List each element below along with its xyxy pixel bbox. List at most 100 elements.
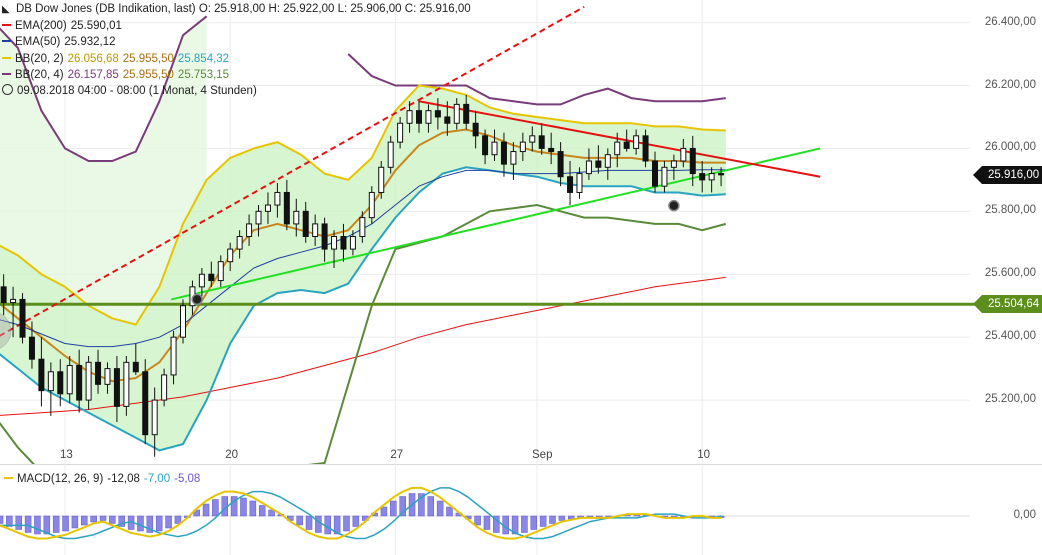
- candle: [397, 116, 404, 149]
- macd-histogram-bar: [15, 515, 22, 530]
- candle: [548, 132, 555, 165]
- candle: [708, 167, 715, 193]
- candle-body: [104, 368, 111, 385]
- candle-body: [321, 223, 328, 250]
- x-tick-label: Sep: [532, 449, 553, 461]
- candle: [95, 349, 102, 394]
- macd-histogram-bar: [474, 515, 481, 526]
- macd-histogram-bar: [511, 515, 519, 535]
- macd-histogram-bar: [380, 506, 388, 517]
- candle: [680, 138, 687, 168]
- candle-body: [208, 273, 215, 282]
- candle-body: [689, 147, 696, 175]
- candle-body: [274, 191, 281, 206]
- swatch-icon: [2, 72, 11, 75]
- header-row: ◣ DB Dow Jones (DB Indikation, last) O: 2…: [2, 1, 471, 18]
- candle: [198, 267, 205, 297]
- candle-body: [680, 147, 687, 162]
- candle: [491, 129, 498, 161]
- candle: [359, 211, 366, 243]
- candle-body: [340, 236, 347, 250]
- trendline: [418, 100, 821, 178]
- candle: [689, 135, 696, 187]
- macd-histogram-bar: [118, 515, 125, 527]
- candle-body: [368, 191, 375, 219]
- macd-histogram-bar: [427, 496, 435, 517]
- candle: [246, 214, 253, 246]
- candle: [255, 205, 262, 237]
- macd-histogram-bar: [418, 493, 425, 517]
- candle: [510, 142, 517, 180]
- candle-body: [491, 141, 498, 156]
- last-price-tag: 25.916,00: [972, 165, 1042, 184]
- candle-body: [217, 261, 224, 282]
- candle: [10, 286, 17, 338]
- macd-histogram-bar: [137, 515, 144, 532]
- candle-body: [633, 135, 640, 149]
- chart-icon: ◣: [2, 4, 10, 15]
- pivot-marker: [191, 293, 203, 306]
- legend-bb20-2[interactable]: BB(20, 2) 26.056,68 25.955,50 25.854,32: [2, 51, 471, 67]
- candle-body: [557, 151, 564, 178]
- candle-body: [529, 135, 536, 143]
- candle-body: [567, 176, 574, 193]
- candle-body: [66, 364, 73, 395]
- candle: [519, 132, 526, 161]
- macd-histogram-bar: [333, 515, 341, 535]
- trendline: [0, 5, 585, 337]
- candle-body: [378, 166, 385, 193]
- candle: [142, 359, 149, 445]
- candle: [444, 101, 451, 136]
- candle-body: [453, 103, 460, 124]
- candle: [76, 349, 83, 413]
- candle: [661, 161, 668, 193]
- legend-ema50[interactable]: EMA(50) 25.932,12: [2, 34, 471, 50]
- candle-body: [161, 374, 168, 401]
- y-tick-label: 25.800,00: [984, 204, 1036, 217]
- candle: [170, 330, 177, 385]
- bb2-upper-line: [0, 84, 726, 326]
- candle-body: [38, 358, 45, 392]
- candle: [0, 274, 7, 316]
- candle: [557, 142, 564, 187]
- ohlc-close: C: 25.916,00: [404, 3, 471, 15]
- candle: [718, 167, 725, 187]
- candle-body: [10, 298, 17, 304]
- candle: [208, 261, 215, 287]
- y-tick-label: 26.200,00: [984, 78, 1036, 91]
- candle-body: [425, 110, 432, 124]
- ema200-line: [0, 276, 726, 416]
- legend-ema200[interactable]: EMA(200) 25.590,01: [2, 18, 471, 34]
- macd-histogram-bar: [52, 515, 60, 533]
- candle: [66, 356, 73, 404]
- swatch-icon: [2, 24, 11, 27]
- candle: [264, 192, 271, 224]
- candle: [104, 362, 111, 394]
- candle-body: [699, 173, 706, 181]
- macd-histogram-bar: [165, 515, 172, 529]
- legend-bb20-4[interactable]: BB(20, 4) 26.157,85 25.955,50 25.753,15: [2, 67, 471, 83]
- candle-body: [151, 399, 158, 436]
- candle: [302, 201, 309, 243]
- ema50-line: [0, 169, 726, 348]
- candle-body: [142, 371, 149, 436]
- macd-line: [0, 486, 722, 540]
- macd-histogram-bar: [90, 515, 97, 523]
- bb4-upper-line: [0, 15, 208, 162]
- y-tick-label: 25.400,00: [984, 330, 1036, 343]
- macd-histogram-bar: [390, 500, 397, 517]
- macd-histogram-bar: [249, 500, 257, 517]
- x-tick-label: 10: [697, 449, 710, 461]
- macd-histogram-bar: [521, 515, 528, 533]
- candle: [368, 186, 375, 224]
- candle-body: [718, 173, 725, 176]
- macd-histogram-bar: [483, 515, 491, 530]
- candle-body: [293, 210, 300, 225]
- candle: [387, 135, 394, 174]
- macd-histogram-bar: [446, 506, 453, 517]
- candle: [321, 217, 328, 262]
- candle-body: [604, 154, 611, 168]
- candle: [529, 126, 536, 152]
- candle: [331, 230, 338, 268]
- candle: [416, 101, 422, 133]
